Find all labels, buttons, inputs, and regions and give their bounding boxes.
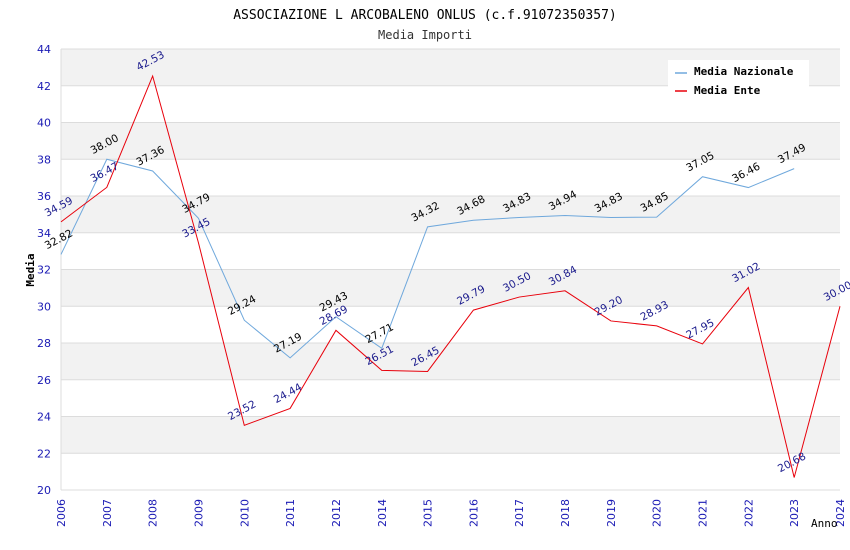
plot-band [61,416,840,454]
y-tick-label: 28 [37,337,51,350]
x-tick-label: 2017 [513,499,526,527]
x-tick-label: 2016 [467,499,480,527]
x-tick-label: 2019 [605,499,618,527]
x-tick-label: 2023 [788,499,801,527]
y-tick-label: 40 [37,117,51,130]
x-tick-label: 2012 [330,499,343,527]
plot-band [61,159,840,196]
y-axis-label: Media [24,253,37,286]
x-tick-label: 2014 [376,499,389,527]
plot-band [61,122,840,160]
plot-background [61,49,840,490]
x-tick-label: 2022 [742,499,755,527]
legend: Media Nazionale Media Ente [668,60,809,102]
plot-band [61,269,840,307]
x-tick-label: 2010 [238,499,251,527]
x-tick-label: 2024 [834,499,847,527]
x-axis-label: Anno [811,517,838,530]
x-tick-label: 2008 [147,499,160,527]
x-tick-label: 2007 [101,499,114,527]
plot-band [61,232,840,270]
chart-title: ASSOCIAZIONE L ARCOBALENO ONLUS (c.f.910… [233,8,617,23]
y-tick-label: 30 [37,300,51,313]
x-tick-label: 2020 [651,499,664,527]
chart-subtitle: Media Importi [378,28,472,42]
x-tick-label: 2009 [192,499,205,527]
x-tick-label: 2006 [55,499,68,527]
y-tick-label: 42 [37,80,51,93]
x-tick-label: 2015 [422,499,435,527]
plot-band [61,196,840,233]
x-tick-label: 2018 [559,499,572,527]
grid-lines [60,48,840,491]
legend-label-media-nazionale: Media Nazionale [694,65,794,78]
series-line-media-ente [60,74,841,478]
x-tick-label: 2011 [284,499,297,527]
series-line-media-nazionale [60,158,795,359]
legend-box [668,60,809,102]
y-tick-label: 32 [37,264,51,277]
y-tick-label: 34 [37,227,51,240]
legend-label-media-ente: Media Ente [694,84,761,97]
y-tick-label: 44 [37,43,51,56]
y-tick-label: 24 [37,411,51,424]
y-tick-label: 38 [37,153,51,166]
y-tick-label: 20 [37,484,51,497]
plot-band [61,379,840,417]
plot-band [61,343,840,380]
x-axis-ticks: 2006 2007 2008 2009 2010 2011 2012 2014 2015 2016… [55,499,847,527]
y-tick-label: 36 [37,190,51,203]
y-axis-ticks: 20 22 24 26 28 30 32 34 36 38 40 42 44 [37,43,51,497]
plot-band [61,453,840,490]
y-tick-label: 22 [37,447,51,460]
x-tick-label: 2021 [697,499,710,527]
y-tick-label: 26 [37,374,51,387]
series-lines [60,74,841,478]
plot-band [61,306,840,343]
